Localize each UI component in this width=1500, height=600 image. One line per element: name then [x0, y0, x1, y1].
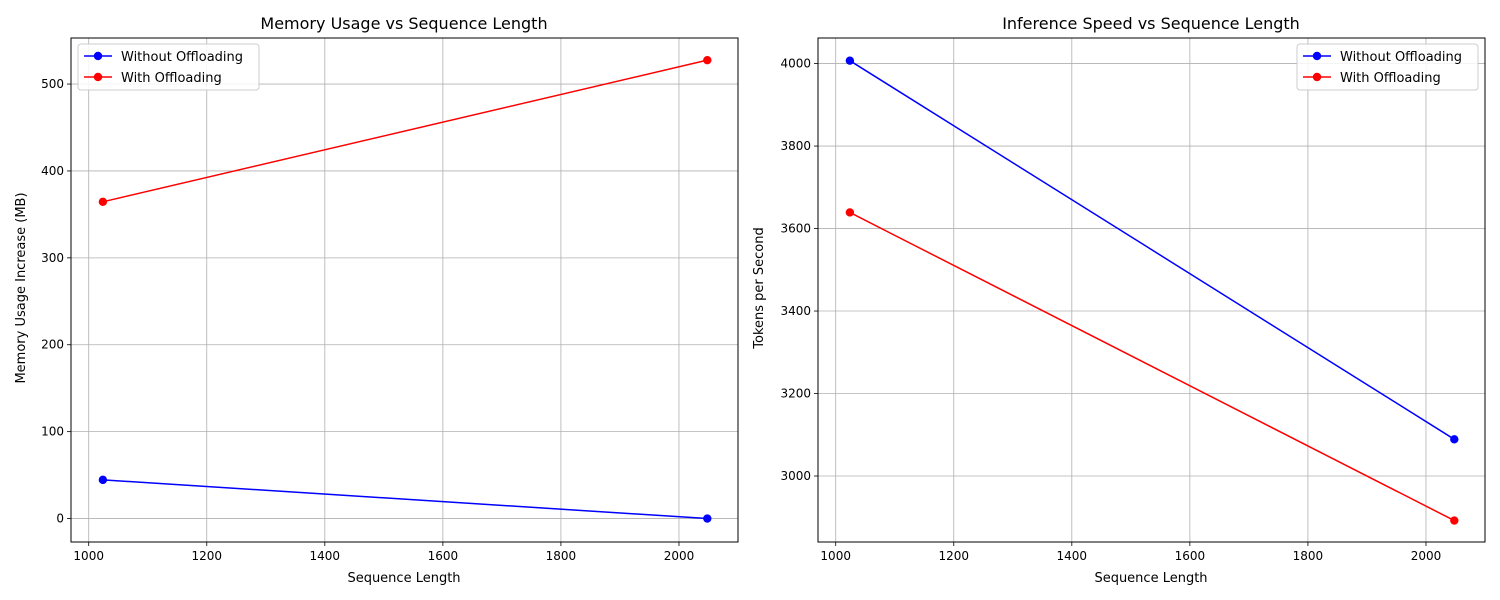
legend-box [77, 43, 260, 91]
plot-frame [817, 37, 1486, 543]
data-point [703, 514, 712, 523]
series-line [102, 479, 708, 520]
chart-title: Memory Usage vs Sequence Length [260, 14, 547, 33]
x-axis-ticks: 1000 1200 1400 1600 1800 2000 [73, 542, 694, 563]
chart-title: Inference Speed vs Sequence Length [1002, 14, 1300, 33]
x-tick-label: 1200 [191, 549, 222, 563]
data-point [845, 208, 855, 217]
legend-swatch-marker [1312, 72, 1322, 82]
x-tick-label: 1600 [428, 549, 459, 563]
y-axis-label: Memory Usage Increase (MB) [14, 192, 29, 383]
legend-swatch-marker [93, 72, 103, 82]
y-tick-label: 3200 [780, 387, 811, 401]
inference-speed-chart: Inference Speed vs Sequence Length 1000 1… [752, 14, 1486, 586]
grid [818, 38, 1485, 542]
y-axis-ticks: 0 100 200 300 400 500 [41, 77, 71, 526]
data-point [845, 56, 855, 65]
x-tick-label: 1000 [73, 549, 104, 563]
y-tick-label: 3400 [780, 304, 811, 318]
y-tick-label: 200 [41, 338, 64, 352]
legend: Without Offloading With Offloading [1296, 43, 1479, 91]
series-line [849, 211, 1455, 522]
x-tick-label: 1800 [1293, 549, 1324, 563]
y-axis-label: Tokens per Second [752, 227, 767, 349]
data-point [1450, 516, 1459, 525]
memory-usage-chart: Memory Usage vs Sequence Length 1000 1200… [14, 14, 739, 586]
legend-entry-label: With Offloading [121, 71, 222, 86]
y-tick-label: 500 [41, 77, 64, 91]
x-tick-label: 1600 [1175, 549, 1206, 563]
data-point [98, 197, 108, 206]
y-tick-label: 400 [41, 164, 64, 178]
series-line [849, 60, 1455, 440]
series-layer [98, 55, 712, 523]
y-tick-label: 4000 [780, 57, 811, 71]
data-point [98, 475, 108, 485]
plot-frame [70, 37, 739, 543]
x-tick-label: 1400 [1057, 549, 1088, 563]
y-tick-label: 300 [41, 251, 64, 265]
legend-box [1296, 43, 1479, 91]
x-tick-label: 1800 [546, 549, 577, 563]
x-tick-label: 1200 [938, 549, 969, 563]
grid [71, 38, 738, 542]
series-layer [845, 56, 1459, 525]
y-tick-label: 0 [56, 512, 64, 526]
y-axis-ticks: 3000 3200 3400 3600 3800 4000 [780, 57, 818, 483]
y-tick-label: 3800 [780, 139, 811, 153]
y-tick-label: 100 [41, 425, 64, 439]
x-axis-ticks: 1000 1200 1400 1600 1800 2000 [820, 542, 1441, 563]
x-tick-label: 2000 [1411, 549, 1442, 563]
legend-entry-label: Without Offloading [1340, 50, 1462, 65]
x-tick-label: 1400 [310, 549, 341, 563]
x-tick-label: 1000 [820, 549, 851, 563]
x-axis-label: Sequence Length [347, 571, 460, 586]
series-line [102, 59, 708, 203]
y-tick-label: 3600 [780, 222, 811, 236]
y-tick-label: 3000 [780, 469, 811, 483]
legend-entry-label: With Offloading [1340, 71, 1441, 86]
legend-swatch-marker [93, 51, 103, 61]
data-point [703, 55, 712, 65]
x-tick-label: 2000 [664, 549, 695, 563]
legend-entry-label: Without Offloading [121, 50, 243, 65]
legend-swatch-marker [1312, 51, 1322, 61]
x-axis-label: Sequence Length [1094, 571, 1207, 586]
legend: Without Offloading With Offloading [77, 43, 260, 91]
data-point [1450, 435, 1459, 444]
